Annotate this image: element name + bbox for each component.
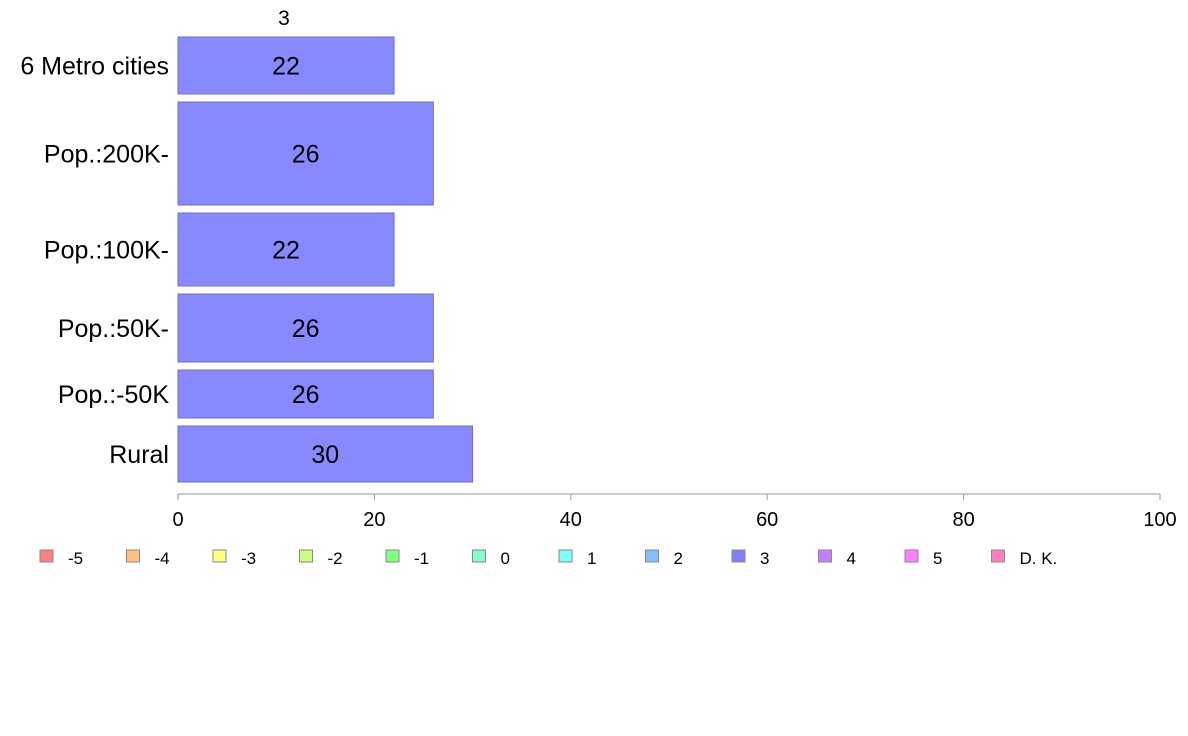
legend-label: D. K. (1020, 549, 1058, 568)
bar-value-label: 26 (292, 315, 320, 343)
legend-label: 2 (674, 549, 683, 568)
legend-label: -1 (414, 549, 429, 568)
bar-4 (177, 369, 434, 419)
category-label: Pop.:100K- (44, 237, 169, 265)
x-tick-label: 20 (363, 509, 385, 531)
bar-2 (177, 212, 395, 287)
legend-label: -4 (155, 549, 170, 568)
bar-value-label: 22 (272, 237, 300, 265)
bars: 22 6 Metro cities 26 Pop.:200K- 22 Pop.:100K-… (20, 36, 474, 483)
bar-value-label: 26 (292, 381, 320, 409)
legend-swatch (818, 549, 832, 563)
category-label: 6 Metro cities (20, 53, 169, 81)
legend-swatch (212, 549, 227, 563)
category-label: Rural (109, 441, 169, 469)
legend-swatch (126, 549, 140, 563)
legend-swatch (558, 549, 573, 563)
legend-label: -5 (68, 549, 83, 568)
legend-swatch (385, 549, 400, 563)
bar-5 (177, 425, 474, 483)
legend-label: 0 (501, 549, 510, 568)
category-label: Pop.:50K- (58, 315, 169, 343)
x-tick-label: 60 (756, 509, 778, 531)
legend-swatch (645, 549, 659, 563)
legend-swatch (39, 549, 54, 563)
bar-0 (177, 36, 395, 95)
bar-3 (177, 293, 434, 363)
bar-value-label: 22 (272, 53, 300, 81)
x-axis: 0 20 40 60 80 100 (172, 493, 1177, 531)
column-header: 3 (278, 7, 290, 30)
legend-label: -2 (328, 549, 343, 568)
legend-swatch (731, 549, 746, 563)
legend-swatch (472, 549, 486, 563)
bar-value-label: 30 (311, 441, 339, 469)
legend-label: 4 (847, 549, 856, 568)
x-tick-label: 0 (172, 509, 183, 531)
legend-label: -3 (241, 549, 256, 568)
legend-label: 1 (587, 549, 596, 568)
legend-swatch (299, 549, 313, 563)
category-label: Pop.:200K- (44, 141, 169, 169)
legend: -5 -4 -3 -2 -1 0 1 2 3 4 5 D. K. (39, 549, 1058, 568)
bar-value-label: 26 (292, 141, 320, 169)
category-label: Pop.:-50K (58, 381, 170, 409)
bar-1 (177, 101, 434, 206)
x-tick-label: 40 (560, 509, 582, 531)
legend-label: 3 (760, 549, 769, 568)
legend-swatch (904, 549, 919, 563)
x-tick-label: 80 (952, 509, 974, 531)
legend-swatch (991, 549, 1005, 563)
legend-label: 5 (933, 549, 942, 568)
x-tick-label: 100 (1143, 509, 1176, 531)
